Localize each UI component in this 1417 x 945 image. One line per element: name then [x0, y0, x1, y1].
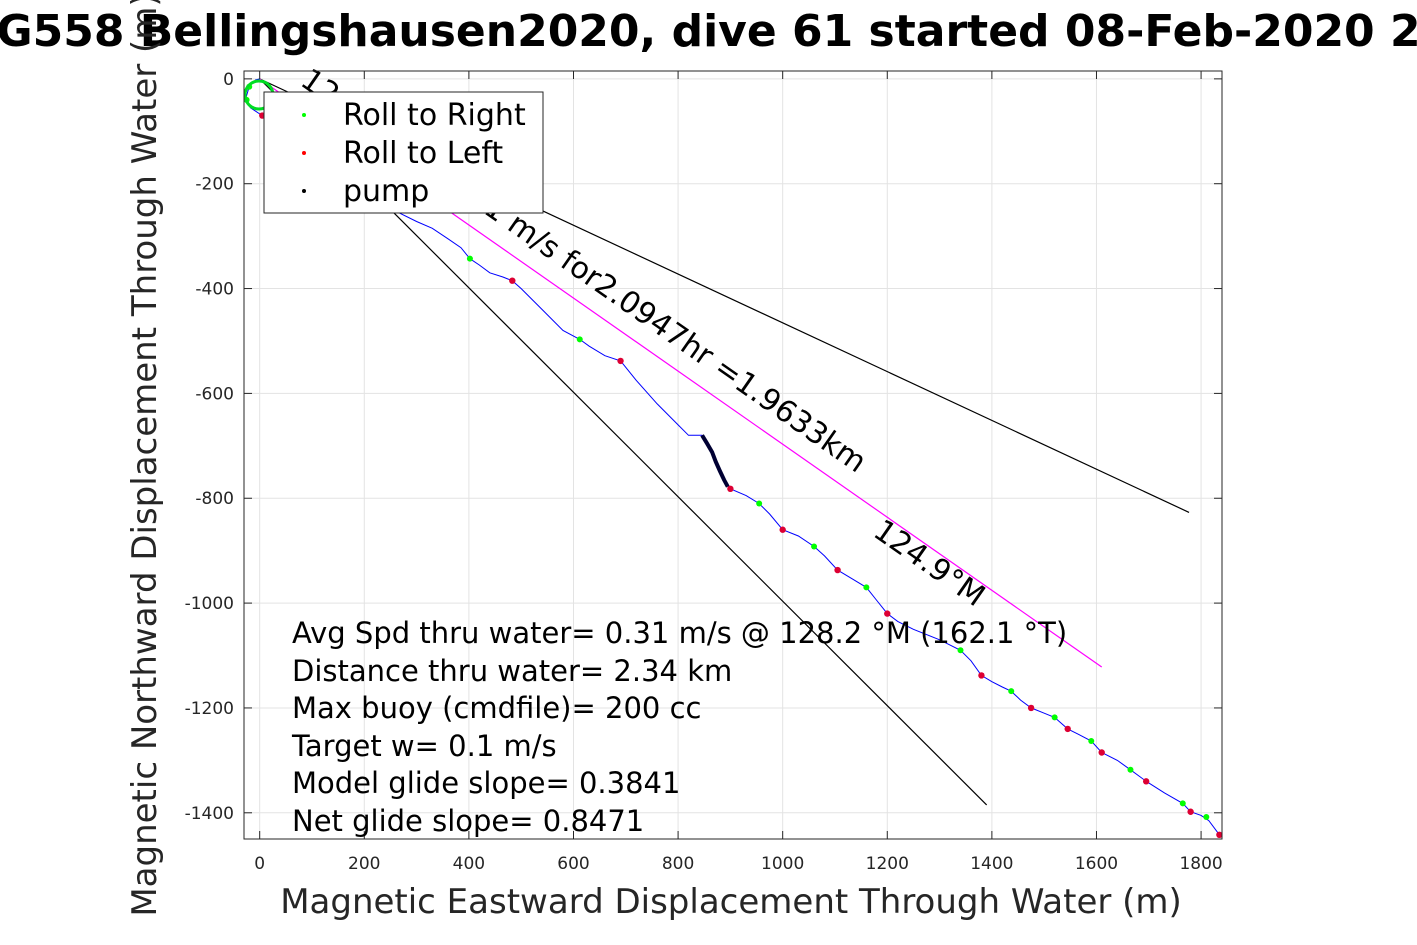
roll-right-point	[1088, 737, 1095, 744]
stat-model-glide-slope: Model glide slope= 0.3841	[292, 766, 680, 800]
legend-marker-roll-right	[302, 113, 306, 117]
legend: Roll to Right Roll to Left pump	[263, 91, 544, 214]
roll-left-point	[1216, 831, 1222, 839]
roll-right-point	[957, 647, 964, 654]
stat-target-w: Target w= 0.1 m/s	[291, 729, 557, 763]
legend-pump: pump	[343, 174, 429, 209]
roll-left-point	[978, 672, 985, 679]
x-tick-label: 0	[254, 854, 265, 874]
roll-left-point	[617, 357, 624, 365]
x-tick-label: 1200	[866, 854, 909, 874]
roll-left-point	[1098, 749, 1105, 756]
x-tick-label: 1800	[1179, 854, 1222, 874]
y-tick-label: -1200	[185, 699, 234, 719]
stat-avg-speed: Avg Spd thru water= 0.31 m/s @ 128.2 °M …	[292, 616, 1067, 650]
y-tick-label: -1400	[185, 804, 234, 824]
roll-right-point	[1203, 813, 1210, 820]
stat-distance: Distance thru water= 2.34 km	[292, 654, 732, 688]
roll-right-point	[1127, 766, 1134, 773]
roll-right-point	[1179, 800, 1186, 807]
x-tick-label: 1000	[761, 854, 804, 874]
legend-roll-left: Roll to Left	[343, 136, 503, 171]
x-tick-label: 1600	[1075, 854, 1118, 874]
y-tick-label: -400	[195, 280, 234, 300]
x-axis-label: Magnetic Eastward Displacement Through W…	[280, 882, 1182, 922]
x-tick-label: 800	[662, 854, 694, 874]
x-tick-label: 400	[453, 854, 485, 874]
roll-right-point	[863, 584, 870, 591]
roll-right-point	[1008, 688, 1015, 695]
roll-left-point	[1064, 725, 1071, 733]
chart-title: SG558 Bellingshausen2020, dive 61 starte…	[0, 6, 1417, 57]
x-tick-label: 200	[348, 854, 380, 874]
y-tick-label: -800	[195, 489, 234, 509]
stat-net-glide-slope: Net glide slope= 0.8471	[292, 804, 644, 838]
y-tick-label: -1000	[185, 594, 234, 614]
roll-left-point	[779, 526, 786, 533]
x-tick-label: 600	[557, 854, 589, 874]
pump-segment	[700, 434, 730, 488]
legend-marker-pump	[302, 189, 306, 193]
x-tick-label: 1400	[970, 854, 1013, 874]
roll-right-point	[1051, 714, 1058, 721]
roll-left-point	[1142, 778, 1150, 785]
roll-left-point	[1187, 808, 1194, 815]
axis-ticks: 0 200 400 600 800 1000 1200 1400 1600 1800 0 -200 -4…	[185, 70, 1223, 874]
roll-right-point	[466, 255, 473, 262]
stats-block: Avg Spd thru water= 0.31 m/s @ 128.2 °M …	[291, 616, 1067, 838]
roll-right-point	[811, 543, 818, 550]
y-tick-label: -600	[195, 384, 234, 404]
roll-left-point	[1027, 704, 1035, 712]
y-tick-label: -200	[195, 175, 234, 195]
legend-box	[263, 91, 544, 214]
roll-left-point	[509, 277, 516, 284]
y-axis-label: Magnetic Northward Displacement Through …	[125, 0, 165, 917]
roll-left-markers	[259, 112, 1222, 839]
stat-max-buoy: Max buoy (cmdfile)= 200 cc	[292, 691, 701, 725]
roll-right-point	[576, 336, 583, 343]
roll-right-point	[756, 500, 763, 507]
roll-left-point	[727, 485, 734, 493]
roll-left-point	[834, 566, 841, 574]
y-tick-label: 0	[223, 70, 234, 90]
legend-marker-roll-left	[302, 151, 306, 155]
plot-frame	[243, 70, 1223, 840]
legend-roll-right: Roll to Right	[343, 98, 526, 133]
roll-left-point	[884, 610, 891, 617]
